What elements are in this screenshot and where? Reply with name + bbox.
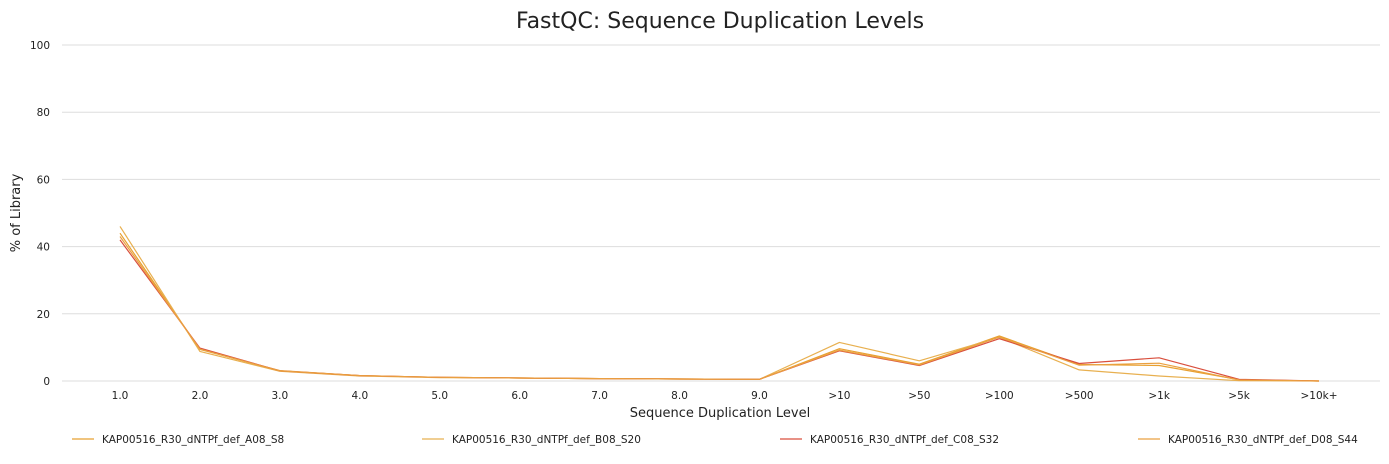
legend[interactable]: KAP00516_R30_dNTPf_def_A08_S8 KAP00516_R3… — [72, 434, 1358, 446]
grid — [62, 44, 1380, 382]
legend-label: KAP00516_R30_dNTPf_def_C08_S32 — [810, 434, 999, 446]
series-lines — [119, 226, 1320, 382]
x-tick-label: >1k — [1148, 390, 1170, 402]
x-axis-ticks: 1.0 2.0 3.0 4.0 5.0 6.0 7.0 8.0 9.0 >10 >50 >100 >50… — [112, 390, 1338, 402]
y-tick-label: 20 — [37, 309, 50, 321]
x-tick-label: >500 — [1065, 390, 1094, 402]
legend-label: KAP00516_R30_dNTPf_def_D08_S44 — [1168, 434, 1358, 446]
y-axis-ticks: 0 20 40 60 80 100 — [30, 40, 50, 388]
series-line-4[interactable] — [119, 236, 1320, 382]
x-tick-label: >5k — [1228, 390, 1250, 402]
x-tick-label: 2.0 — [192, 390, 209, 402]
y-tick-label: 100 — [30, 40, 50, 52]
series-line-2[interactable] — [119, 226, 1320, 382]
x-tick-label: 3.0 — [272, 390, 289, 402]
y-axis-label: % of Library — [9, 173, 24, 252]
x-tick-label: >50 — [908, 390, 930, 402]
x-tick-label: 8.0 — [671, 390, 688, 402]
x-tick-label: >10 — [828, 390, 850, 402]
x-tick-label: 9.0 — [751, 390, 768, 402]
x-tick-label: >10k+ — [1300, 390, 1337, 402]
y-tick-label: 40 — [37, 242, 50, 254]
legend-label: KAP00516_R30_dNTPf_def_B08_S20 — [452, 434, 641, 446]
legend-item-1[interactable]: KAP00516_R30_dNTPf_def_A08_S8 — [72, 434, 284, 446]
x-axis-label: Sequence Duplication Level — [630, 406, 810, 421]
x-tick-label: 7.0 — [591, 390, 608, 402]
x-tick-label: 6.0 — [511, 390, 528, 402]
legend-item-4[interactable]: KAP00516_R30_dNTPf_def_D08_S44 — [1138, 434, 1358, 446]
y-tick-label: 80 — [37, 107, 50, 119]
y-tick-label: 0 — [43, 376, 50, 388]
x-tick-label: 1.0 — [112, 390, 129, 402]
series-line-3[interactable] — [119, 239, 1320, 382]
chart-title: FastQC: Sequence Duplication Levels — [516, 9, 924, 34]
legend-item-2[interactable]: KAP00516_R30_dNTPf_def_B08_S20 — [422, 434, 641, 446]
x-tick-label: 5.0 — [431, 390, 448, 402]
legend-item-3[interactable]: KAP00516_R30_dNTPf_def_C08_S32 — [780, 434, 999, 446]
legend-label: KAP00516_R30_dNTPf_def_A08_S8 — [102, 434, 284, 446]
x-tick-label: 4.0 — [351, 390, 368, 402]
y-tick-label: 60 — [37, 174, 50, 186]
x-tick-label: >100 — [985, 390, 1014, 402]
